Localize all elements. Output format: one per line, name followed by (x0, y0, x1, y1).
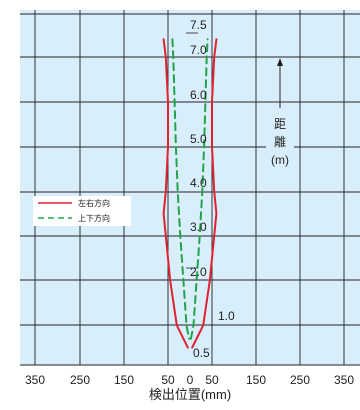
x-tick-label: 350 (25, 373, 45, 387)
x-tick-label: 50 (161, 373, 175, 387)
x-tick-labels: 350 250 150 50 0 50 150 250 350 (25, 373, 354, 387)
distance-label: 4.0 (190, 176, 207, 190)
legend-label-lr: 左右方向 (78, 198, 110, 208)
series-ud-right (189, 38, 209, 340)
legend-backdrop (33, 196, 131, 226)
distance-label: 1.0 (218, 309, 235, 323)
x-tick-label: 250 (290, 373, 310, 387)
x-tick-label: 150 (246, 373, 266, 387)
series-lr-right (191, 38, 218, 349)
x-tick-label: 150 (114, 373, 134, 387)
x-tick-label: 50 (205, 373, 219, 387)
grid (20, 10, 360, 366)
distance-axis-title: 距 離 (m) (266, 58, 294, 170)
plot-background (20, 10, 360, 365)
distance-labels: 0.5 1.0 2.0 3.0 4.0 5.0 6.0 7.0 7.5 (186, 18, 235, 360)
x-tick-label: 350 (334, 373, 354, 387)
x-tick-label-zero: 0 (187, 373, 194, 387)
x-tick-label: 250 (70, 373, 90, 387)
distance-label: 0.5 (193, 346, 210, 360)
legend-label-ud: 上下方向 (78, 213, 110, 223)
series-lr-left (162, 38, 189, 349)
distance-label: 2.0 (190, 265, 207, 279)
distance-label-unit: (m) (271, 153, 289, 167)
series-ud-left (171, 38, 191, 340)
distance-label-backdrop (266, 112, 294, 170)
distance-label-char-2: 離 (274, 135, 286, 149)
distance-label: 5.0 (190, 132, 207, 146)
x-axis-title: 検出位置(mm) (149, 387, 231, 402)
distance-label: 3.0 (190, 220, 207, 234)
distance-label: 7.5 (190, 18, 207, 32)
distance-label: 6.0 (190, 88, 207, 102)
distance-arrow-head (277, 58, 283, 66)
distance-label-char-1: 距 (274, 117, 286, 131)
series-lines (162, 38, 218, 349)
legend: 左右方向 上下方向 (33, 196, 131, 226)
distance-label: 7.0 (190, 43, 207, 57)
